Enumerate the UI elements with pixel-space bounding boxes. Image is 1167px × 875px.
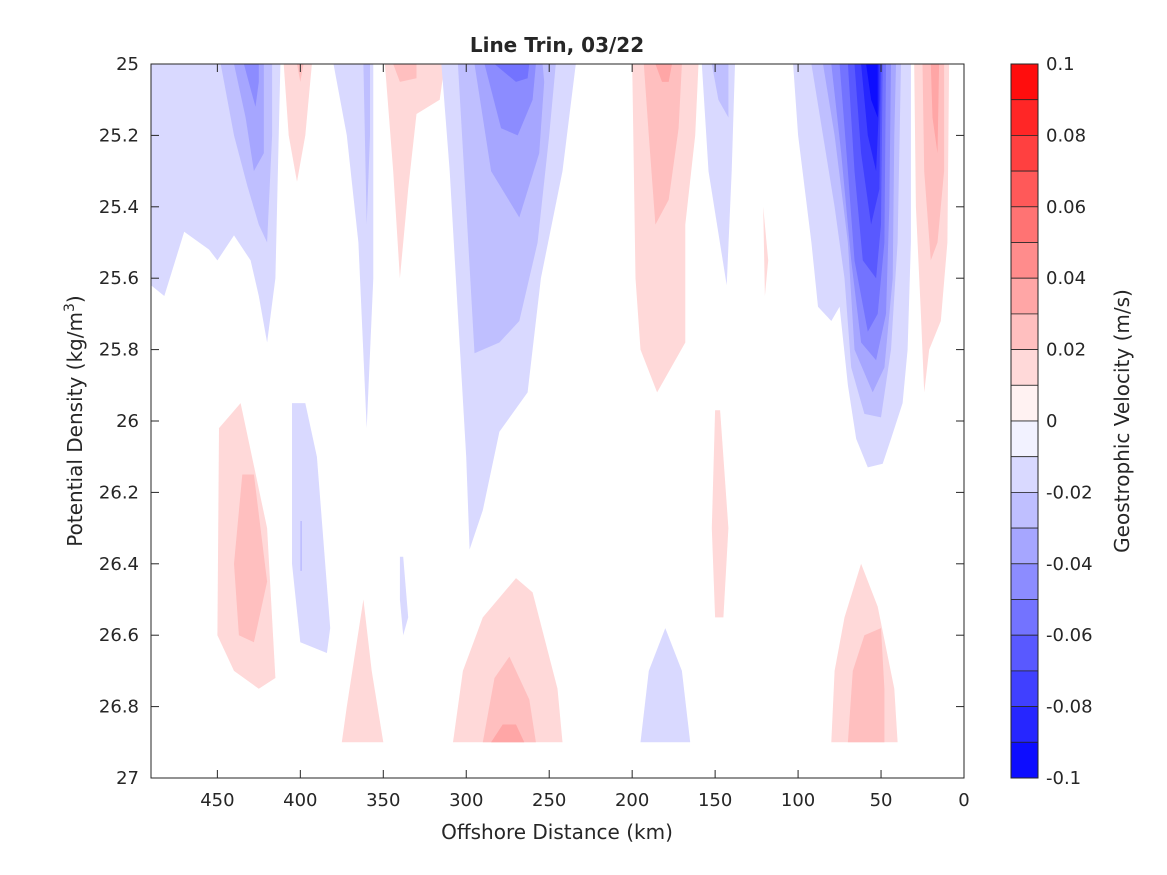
colorbar-tick-label: -0.02 [1046,482,1093,503]
colorbar-segment [1010,563,1039,600]
contour-region [297,64,304,82]
x-tick-label: 400 [283,790,317,811]
x-tick-label: 150 [698,790,732,811]
contour-region [333,64,374,429]
colorbar-segment [1010,456,1039,493]
contour-region [484,64,536,136]
colorbar-segment [1010,670,1039,708]
x-tick-label: 100 [781,790,815,811]
colorbar-label: Geostrophic Velocity (m/s) [1110,289,1134,553]
y-tick-label: 25.8 [99,340,139,361]
colorbar-frame [1010,63,1039,779]
colorbar-segment [1010,527,1039,565]
colorbar-segment [1010,170,1039,208]
y-tick-label: 26.6 [99,625,139,646]
contour-region [341,599,384,743]
colorbar-segment [1010,206,1039,243]
y-tick-label: 26.8 [99,697,139,718]
x-tick-label: 250 [532,790,566,811]
colorbar-tick-label: 0.06 [1046,197,1086,218]
x-axis: 450 400 350 300 250 200 150 100 50 0 [200,64,970,811]
colorbar-segment [1010,313,1039,350]
chart-title: Line Trin, 03/22 [470,33,644,57]
contour-region [930,64,940,154]
y-tick-label: 25.4 [99,197,139,218]
contour-region [243,64,259,107]
y-tick-label: 26.4 [99,554,139,575]
colorbar: 0.1 0.08 0.06 0.04 0.02 0 -0.02 -0.04 -0.06 -0.08… [1010,54,1093,789]
contour-region [393,64,417,82]
y-tick-label: 25.2 [99,125,139,146]
contour-region [640,628,691,743]
contour-region [922,64,945,261]
contour-region [399,556,409,636]
contour-region [482,656,536,743]
y-axis-label: Potential Density (kg/m3) [62,295,87,546]
contour-region [363,64,370,225]
colorbar-segment [1010,384,1039,422]
colorbar-segment [1010,741,1039,779]
x-tick-label: 200 [615,790,649,811]
colorbar-tick-label: -0.08 [1046,697,1093,718]
colorbar-segment [1010,634,1039,672]
colorbar-tick-label: 0.04 [1046,268,1086,289]
x-tick-label: 350 [366,790,400,811]
colorbar-segment [1010,99,1039,136]
colorbar-segment [1010,63,1039,101]
x-axis-label: Offshore Distance (km) [441,820,673,844]
contour-region [711,64,729,118]
y-axis: 25 25.2 25.4 25.6 25.8 26 26.2 26.4 26.6 26.8 27 [99,54,964,789]
contour-region [384,64,445,279]
colorbar-tick-label: 0 [1046,411,1057,432]
colorbar-segment [1010,349,1039,386]
contour-region [234,474,268,643]
contour-region [763,206,769,296]
x-tick-label: 300 [449,790,483,811]
contour-region [292,403,331,653]
contour-region [655,64,672,82]
contour-region [494,64,530,82]
contour-region [300,521,302,571]
colorbar-segment [1010,277,1039,315]
colorbar-segment [1010,420,1039,458]
colorbar-tick-label: -0.1 [1046,768,1081,789]
contour-region [847,628,885,743]
x-tick-label: 450 [200,790,234,811]
contour-region [643,64,682,225]
x-tick-label: 0 [958,790,969,811]
y-tick-label: 26 [116,411,139,432]
contour-region [701,64,735,286]
y-tick-label: 26.2 [99,482,139,503]
contour-region [711,410,729,618]
colorbar-tick-label: 0.1 [1046,54,1075,75]
contour-region [283,64,312,182]
contour-region [866,64,878,118]
y-tick-label: 25 [116,54,139,75]
y-tick-label: 25.6 [99,268,139,289]
colorbar-segment [1010,134,1039,172]
colorbar-tick-label: 0.02 [1046,340,1086,361]
colorbar-tick-label: 0.08 [1046,125,1086,146]
colorbar-segment [1010,706,1039,743]
colorbar-segment [1010,491,1039,529]
x-tick-label: 50 [870,790,893,811]
colorbar-segment [1010,599,1039,636]
colorbar-tick-label: -0.04 [1046,554,1093,575]
contour-layer [151,64,950,743]
contour-region [632,64,699,393]
colorbar-tick-label: -0.06 [1046,625,1093,646]
y-tick-label: 27 [116,768,139,789]
contour-region [491,724,525,743]
colorbar-segment [1010,242,1039,279]
